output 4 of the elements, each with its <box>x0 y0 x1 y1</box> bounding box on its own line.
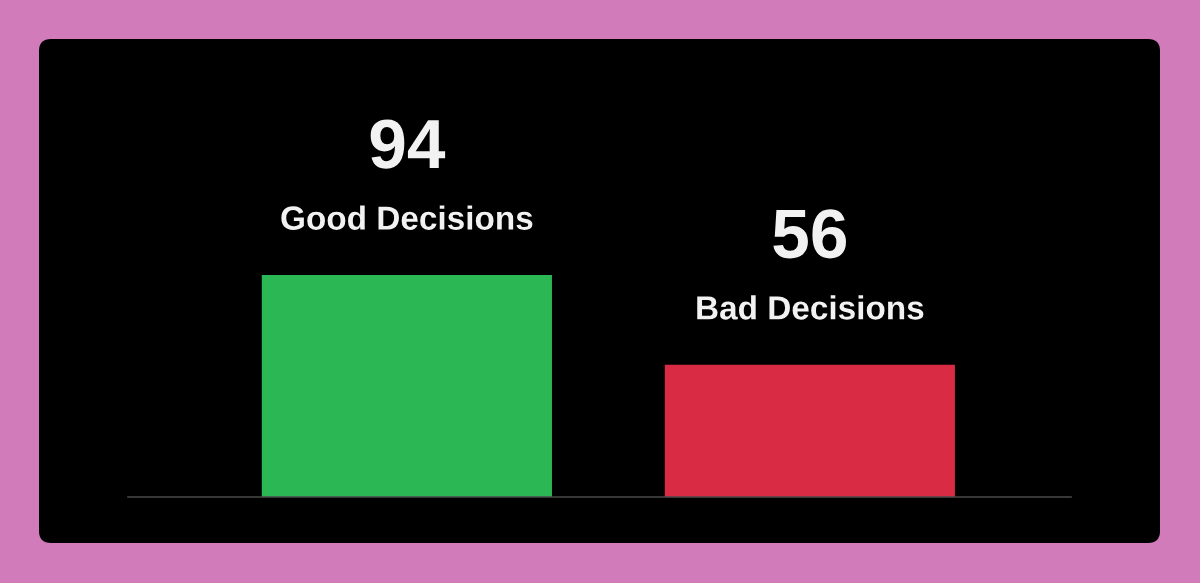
data-label: 94 <box>370 119 446 169</box>
x-tick-label: Bad Decisions <box>697 295 924 320</box>
data-label: 56 <box>773 209 846 259</box>
x-tick-label: Good Decisions <box>281 205 533 230</box>
